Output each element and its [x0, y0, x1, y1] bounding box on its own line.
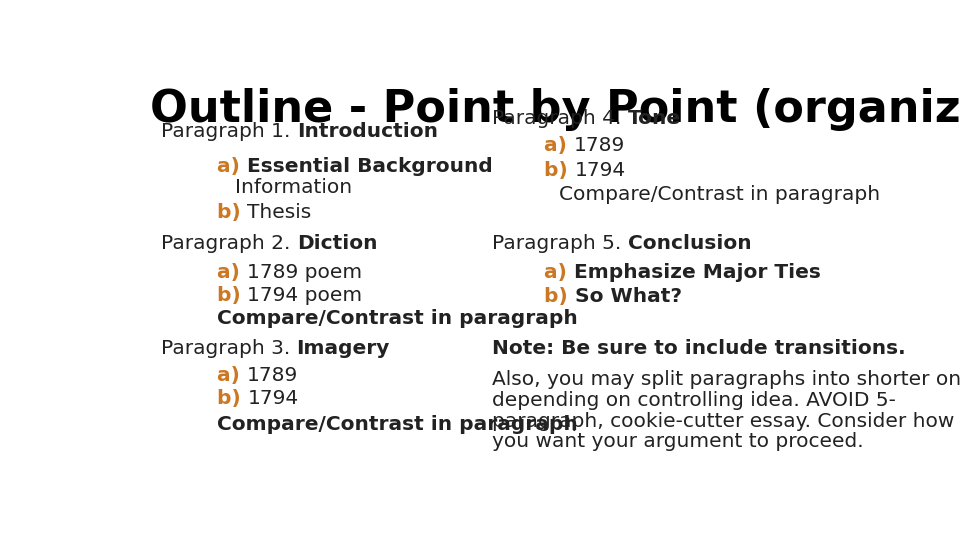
Text: b): b)	[544, 161, 575, 180]
Text: a): a)	[217, 366, 247, 385]
Text: Outline - Point by Point (organized by P2): Outline - Point by Point (organized by P…	[150, 87, 960, 131]
Text: Compare/Contrast in paragraph: Compare/Contrast in paragraph	[217, 415, 578, 434]
Text: Introduction: Introduction	[297, 122, 438, 141]
Text: Compare/Contrast in paragraph: Compare/Contrast in paragraph	[217, 309, 578, 328]
Text: a): a)	[217, 263, 247, 282]
Text: b): b)	[217, 286, 248, 305]
Text: Paragraph 2.: Paragraph 2.	[161, 234, 297, 253]
Text: Essential Background: Essential Background	[247, 157, 492, 176]
Text: Conclusion: Conclusion	[628, 234, 752, 253]
Text: Paragraph 3.: Paragraph 3.	[161, 339, 297, 358]
Text: Information: Information	[235, 178, 352, 197]
Text: Tone: Tone	[628, 110, 681, 129]
Text: Emphasize Major Ties: Emphasize Major Ties	[574, 263, 821, 282]
Text: 1789: 1789	[247, 366, 298, 385]
Text: Diction: Diction	[297, 234, 377, 253]
Text: Also, you may split paragraphs into shorter ones: Also, you may split paragraphs into shor…	[492, 370, 960, 389]
Text: Thesis: Thesis	[248, 203, 312, 222]
Text: b): b)	[217, 389, 248, 408]
Text: 1794: 1794	[575, 161, 626, 180]
Text: Paragraph 4.: Paragraph 4.	[492, 110, 628, 129]
Text: So What?: So What?	[575, 287, 682, 306]
Text: b): b)	[544, 287, 575, 306]
Text: a): a)	[544, 137, 574, 156]
Text: 1789: 1789	[574, 137, 625, 156]
Text: Paragraph 5.: Paragraph 5.	[492, 234, 628, 253]
Text: 1794: 1794	[248, 389, 299, 408]
Text: you want your argument to proceed.: you want your argument to proceed.	[492, 433, 864, 451]
Text: paragraph, cookie-cutter essay. Consider how: paragraph, cookie-cutter essay. Consider…	[492, 411, 954, 430]
Text: 1794 poem: 1794 poem	[248, 286, 363, 305]
Text: Paragraph 1.: Paragraph 1.	[161, 122, 297, 141]
Text: depending on controlling idea. AVOID 5-: depending on controlling idea. AVOID 5-	[492, 391, 896, 410]
Text: Imagery: Imagery	[297, 339, 390, 358]
Text: 1789 poem: 1789 poem	[247, 263, 362, 282]
Text: b): b)	[217, 203, 248, 222]
Text: a): a)	[217, 157, 247, 176]
Text: a): a)	[544, 263, 574, 282]
Text: Note: Be sure to include transitions.: Note: Be sure to include transitions.	[492, 339, 905, 358]
Text: Compare/Contrast in paragraph: Compare/Contrast in paragraph	[559, 185, 880, 204]
